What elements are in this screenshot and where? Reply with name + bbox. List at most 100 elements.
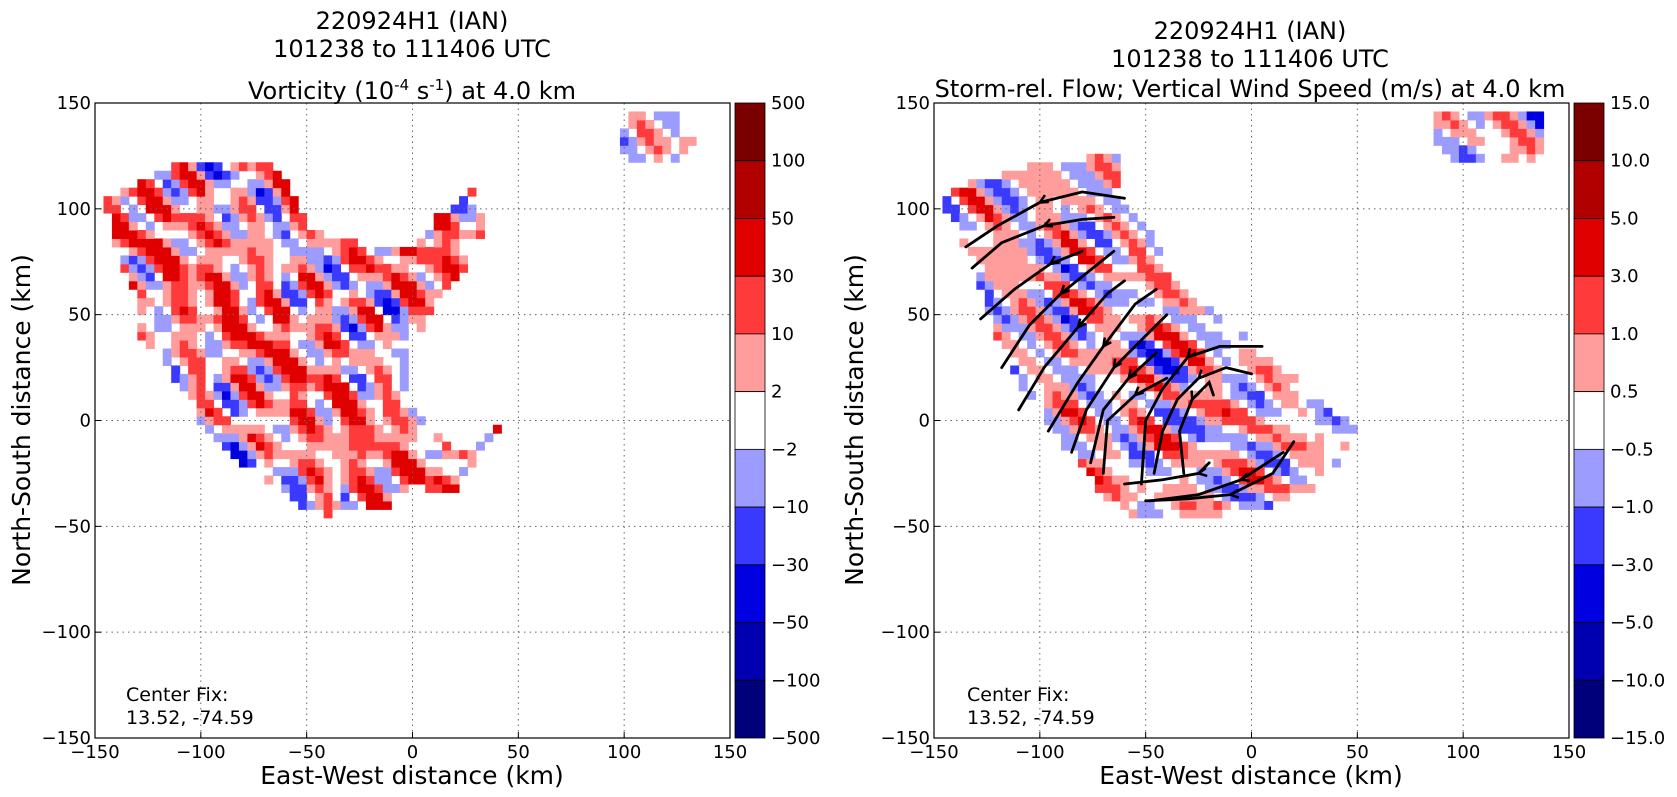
field-cell: [128, 255, 138, 265]
field-cell: [315, 416, 325, 426]
field-cell: [365, 263, 375, 273]
field-cell: [1298, 484, 1308, 493]
field-cell: [1162, 382, 1172, 392]
field-cell: [1255, 433, 1265, 443]
field-cell: [298, 390, 308, 400]
field-cell: [1103, 221, 1113, 231]
field-cell: [967, 246, 977, 256]
field-cell: [1120, 297, 1130, 307]
field-cell: [247, 272, 257, 282]
field-cell: [222, 289, 231, 299]
colorbar-segment: [734, 622, 766, 681]
field-cell: [399, 280, 409, 290]
field-cell: [1027, 238, 1037, 248]
field-cell: [1052, 314, 1062, 324]
field-cell: [382, 484, 392, 493]
field-cell: [628, 136, 638, 146]
field-cell: [408, 314, 418, 324]
field-cell: [298, 484, 308, 493]
field-cell: [433, 272, 443, 282]
field-cell: [264, 340, 274, 350]
field-cell: [1171, 306, 1181, 316]
vorticity-plot: −150 −100 −50 0 50 100 150150100500−50−100−150…: [7, 93, 820, 790]
field-cell: [238, 424, 248, 434]
field-cell: [1171, 357, 1181, 366]
field-cell: [425, 255, 435, 265]
field-cell: [357, 348, 367, 358]
field-cell: [205, 297, 215, 307]
field-cell: [171, 187, 181, 197]
field-cell: [1061, 238, 1070, 248]
field-cell: [976, 204, 986, 214]
field-cell: [179, 179, 189, 189]
field-cell: [281, 331, 291, 341]
field-cell: [382, 331, 392, 341]
field-cell: [255, 348, 265, 358]
field-cell: [959, 187, 969, 197]
field-cell: [1526, 119, 1536, 129]
field-cell: [1154, 323, 1164, 333]
field-cell: [247, 390, 257, 400]
field-cell: [1128, 492, 1138, 502]
field-cell: [213, 221, 223, 231]
field-cell: [1196, 433, 1206, 443]
field-cell: [323, 323, 333, 333]
field-cell: [230, 204, 240, 214]
colorbar-segment: [734, 506, 766, 566]
field-cell: [1035, 162, 1045, 172]
field-cell: [111, 238, 121, 248]
field-cell: [382, 340, 392, 350]
field-cell: [357, 323, 367, 333]
field-cell: [1120, 373, 1130, 383]
field-cell: [365, 450, 375, 460]
field-cell: [1061, 441, 1070, 451]
field-cell: [349, 314, 358, 324]
field-cell: [230, 162, 240, 172]
field-cell: [374, 255, 384, 265]
field-cell: [298, 416, 308, 426]
field-cell: [1247, 441, 1257, 451]
field-cell: [213, 416, 223, 426]
field-cell: [1044, 213, 1054, 223]
field-cell: [1213, 424, 1223, 434]
field-cell: [1111, 196, 1121, 206]
field-cell: [1272, 390, 1282, 400]
field-cell: [247, 450, 257, 460]
field-cell: [1145, 416, 1155, 426]
field-cell: [1272, 467, 1282, 477]
field-cell: [281, 484, 291, 493]
field-cell: [340, 314, 350, 324]
field-cell: [1162, 323, 1172, 333]
field-cell: [1044, 331, 1054, 341]
field-cell: [1171, 424, 1181, 434]
field-cell: [340, 246, 350, 256]
field-cell: [162, 213, 172, 223]
field-cell: [1103, 492, 1113, 502]
field-cell: [1086, 357, 1096, 366]
field-cell: [281, 314, 291, 324]
field-cell: [1196, 399, 1206, 409]
field-cell: [1052, 331, 1062, 341]
title-var-prefix: Vorticity (10: [247, 77, 395, 105]
field-cell: [162, 187, 172, 197]
field-cell: [281, 204, 291, 214]
field-cell: [1204, 433, 1214, 443]
colorbar-label: 0.5: [1610, 382, 1639, 403]
field-cell: [179, 373, 189, 383]
field-cell: [349, 484, 358, 493]
field-cell: [492, 424, 502, 434]
field-cell: [1018, 196, 1028, 206]
field-cell: [993, 204, 1003, 214]
field-cell: [298, 255, 308, 265]
streamline-arrow: [1196, 369, 1208, 381]
field-cell: [1052, 221, 1062, 231]
field-cell: [340, 475, 350, 485]
field-cell: [230, 221, 240, 231]
streamline-arrow: [1101, 337, 1112, 349]
field-cell: [967, 221, 977, 231]
field-cell: [1204, 500, 1214, 510]
field-cell: [1111, 221, 1121, 231]
field-cell: [154, 187, 164, 197]
field-cell: [1196, 323, 1206, 333]
streamline-arrow: [1186, 347, 1197, 360]
